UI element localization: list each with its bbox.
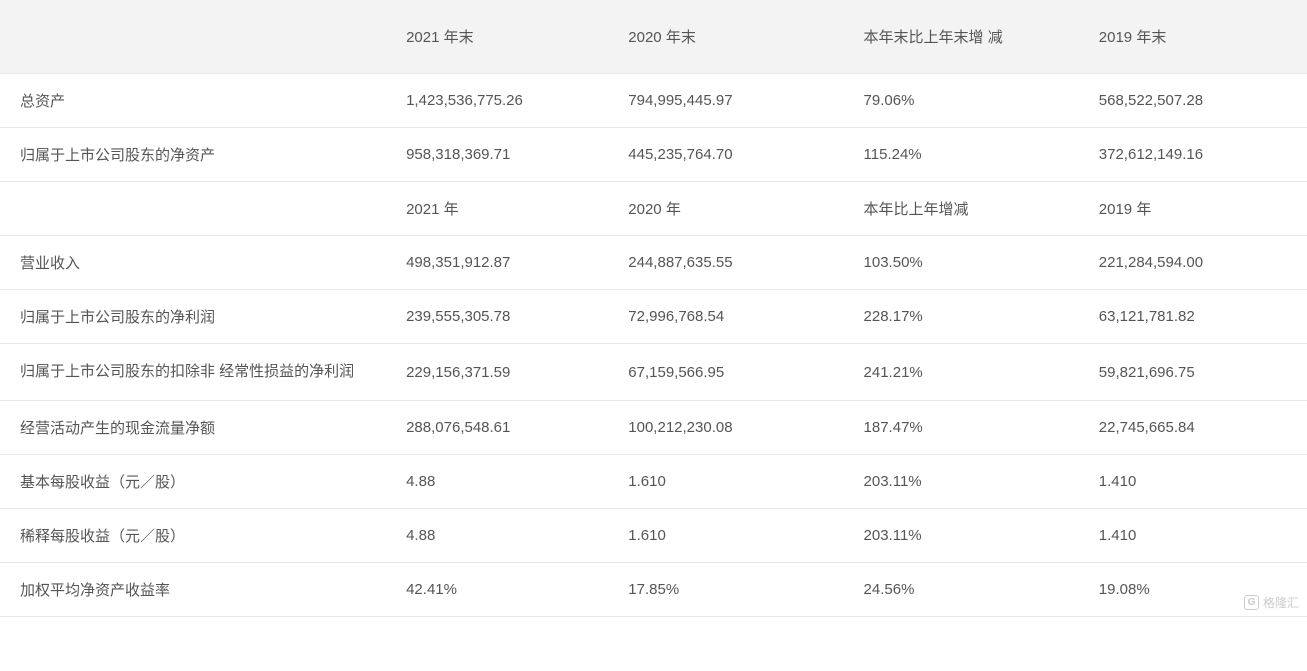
cell-value: 1.410 bbox=[1085, 455, 1307, 509]
cell-value: 372,612,149.16 bbox=[1085, 128, 1307, 182]
header-change: 本年末比上年末增 减 bbox=[850, 0, 1085, 74]
subheader-2020: 2020 年 bbox=[614, 182, 849, 236]
table-row: 总资产 1,423,536,775.26 794,995,445.97 79.0… bbox=[0, 74, 1307, 128]
subheader-change: 本年比上年增减 bbox=[850, 182, 1085, 236]
cell-value: 24.56% bbox=[850, 563, 1085, 617]
watermark: G 格隆汇 bbox=[1244, 594, 1299, 611]
cell-value: 958,318,369.71 bbox=[392, 128, 614, 182]
cell-value: 63,121,781.82 bbox=[1085, 290, 1307, 344]
header-2020: 2020 年末 bbox=[614, 0, 849, 74]
cell-value: 187.47% bbox=[850, 401, 1085, 455]
sub-header-row: 2021 年 2020 年 本年比上年增减 2019 年 bbox=[0, 182, 1307, 236]
subheader-2019: 2019 年 bbox=[1085, 182, 1307, 236]
financial-data-table: 2021 年末 2020 年末 本年末比上年末增 减 2019 年末 总资产 1… bbox=[0, 0, 1307, 617]
row-label: 经营活动产生的现金流量净额 bbox=[0, 401, 392, 455]
header-label-col bbox=[0, 0, 392, 74]
cell-value: 203.11% bbox=[850, 455, 1085, 509]
table-row: 基本每股收益（元／股） 4.88 1.610 203.11% 1.410 bbox=[0, 455, 1307, 509]
table-row: 归属于上市公司股东的扣除非 经常性损益的净利润 229,156,371.59 6… bbox=[0, 344, 1307, 401]
cell-value: 4.88 bbox=[392, 509, 614, 563]
cell-value: 203.11% bbox=[850, 509, 1085, 563]
subheader-2021: 2021 年 bbox=[392, 182, 614, 236]
cell-value: 42.41% bbox=[392, 563, 614, 617]
cell-value: 244,887,635.55 bbox=[614, 236, 849, 290]
subheader-label bbox=[0, 182, 392, 236]
cell-value: 228.17% bbox=[850, 290, 1085, 344]
cell-value: 498,351,912.87 bbox=[392, 236, 614, 290]
cell-value: 100,212,230.08 bbox=[614, 401, 849, 455]
row-label: 归属于上市公司股东的净利润 bbox=[0, 290, 392, 344]
cell-value: 229,156,371.59 bbox=[392, 344, 614, 401]
row-label: 营业收入 bbox=[0, 236, 392, 290]
table-row: 经营活动产生的现金流量净额 288,076,548.61 100,212,230… bbox=[0, 401, 1307, 455]
watermark-icon: G bbox=[1244, 595, 1259, 610]
cell-value: 79.06% bbox=[850, 74, 1085, 128]
cell-value: 59,821,696.75 bbox=[1085, 344, 1307, 401]
cell-value: 1,423,536,775.26 bbox=[392, 74, 614, 128]
cell-value: 17.85% bbox=[614, 563, 849, 617]
cell-value: 568,522,507.28 bbox=[1085, 74, 1307, 128]
cell-value: 288,076,548.61 bbox=[392, 401, 614, 455]
header-2019: 2019 年末 bbox=[1085, 0, 1307, 74]
table-row: 稀释每股收益（元／股） 4.88 1.610 203.11% 1.410 bbox=[0, 509, 1307, 563]
cell-value: 72,996,768.54 bbox=[614, 290, 849, 344]
cell-value: 794,995,445.97 bbox=[614, 74, 849, 128]
row-label: 稀释每股收益（元／股） bbox=[0, 509, 392, 563]
cell-value: 239,555,305.78 bbox=[392, 290, 614, 344]
table-row: 加权平均净资产收益率 42.41% 17.85% 24.56% 19.08% bbox=[0, 563, 1307, 617]
table-row: 归属于上市公司股东的净资产 958,318,369.71 445,235,764… bbox=[0, 128, 1307, 182]
cell-value: 1.610 bbox=[614, 509, 849, 563]
cell-value: 1.610 bbox=[614, 455, 849, 509]
cell-value: 103.50% bbox=[850, 236, 1085, 290]
header-row: 2021 年末 2020 年末 本年末比上年末增 减 2019 年末 bbox=[0, 0, 1307, 74]
row-label: 归属于上市公司股东的净资产 bbox=[0, 128, 392, 182]
table-row: 归属于上市公司股东的净利润 239,555,305.78 72,996,768.… bbox=[0, 290, 1307, 344]
cell-value: 241.21% bbox=[850, 344, 1085, 401]
cell-value: 445,235,764.70 bbox=[614, 128, 849, 182]
table-row: 营业收入 498,351,912.87 244,887,635.55 103.5… bbox=[0, 236, 1307, 290]
header-2021: 2021 年末 bbox=[392, 0, 614, 74]
row-label: 归属于上市公司股东的扣除非 经常性损益的净利润 bbox=[0, 344, 392, 401]
cell-value: 4.88 bbox=[392, 455, 614, 509]
cell-value: 67,159,566.95 bbox=[614, 344, 849, 401]
watermark-text: 格隆汇 bbox=[1263, 594, 1299, 611]
cell-value: 115.24% bbox=[850, 128, 1085, 182]
cell-value: 1.410 bbox=[1085, 509, 1307, 563]
row-label: 总资产 bbox=[0, 74, 392, 128]
cell-value: 22,745,665.84 bbox=[1085, 401, 1307, 455]
row-label: 加权平均净资产收益率 bbox=[0, 563, 392, 617]
row-label: 基本每股收益（元／股） bbox=[0, 455, 392, 509]
cell-value: 221,284,594.00 bbox=[1085, 236, 1307, 290]
